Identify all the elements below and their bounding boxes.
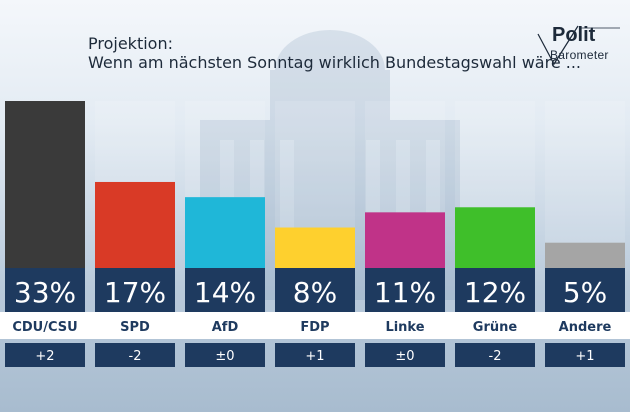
change-box-3 [275, 343, 355, 367]
politbarometer-logo: Polit Barometer [536, 24, 626, 68]
category-label-0: CDU/CSU [12, 320, 77, 335]
change-box-0 [5, 343, 85, 367]
bar-5 [455, 207, 535, 268]
value-strip-1 [95, 268, 175, 312]
change-label-0: +2 [35, 349, 54, 364]
bar-6 [545, 242, 625, 268]
logo-line1: Polit [552, 24, 596, 46]
checkmark-icon [537, 25, 620, 66]
bar-4 [365, 212, 445, 268]
value-strip-0 [5, 268, 85, 312]
change-box-6 [545, 343, 625, 367]
change-label-5: -2 [489, 349, 502, 364]
chart-title: Projektion: [88, 34, 173, 53]
change-box-1 [95, 343, 175, 367]
category-label-2: AfD [212, 320, 239, 335]
party-label-band [0, 312, 630, 339]
category-label-1: SPD [120, 320, 150, 335]
change-label-2: ±0 [215, 349, 234, 364]
change-box-5 [455, 343, 535, 367]
value-strip-2 [185, 268, 265, 312]
category-label-4: Linke [385, 320, 424, 335]
category-label-3: FDP [300, 320, 329, 335]
value-strip-6 [545, 268, 625, 312]
change-label-6: +1 [575, 349, 594, 364]
change-label-1: -2 [129, 349, 142, 364]
chart-subtitle: Wenn am nächsten Sonntag wirklich Bundes… [88, 53, 581, 72]
value-strip-3 [275, 268, 355, 312]
value-label-3: 8% [293, 276, 337, 309]
category-label-5: Grüne [473, 320, 518, 335]
change-label-3: +1 [305, 349, 324, 364]
change-box-4 [365, 343, 445, 367]
logo-line2: Barometer [550, 48, 609, 62]
bar-3 [275, 227, 355, 268]
value-label-5: 12% [464, 276, 526, 309]
change-box-2 [185, 343, 265, 367]
chart-header: Projektion: Wenn am nächsten Sonntag wir… [88, 34, 581, 72]
value-label-1: 17% [104, 276, 166, 309]
change-label-4: ±0 [395, 349, 414, 364]
value-label-2: 14% [194, 276, 256, 309]
value-strip-4 [365, 268, 445, 312]
category-label-6: Andere [559, 320, 612, 335]
value-label-0: 33% [14, 276, 76, 309]
value-strip-5 [455, 268, 535, 312]
bar-2 [185, 197, 265, 268]
bar-0 [5, 101, 85, 268]
value-label-6: 5% [563, 276, 607, 309]
bar-column-bg [545, 101, 625, 268]
value-label-4: 11% [374, 276, 436, 309]
bar-1 [95, 181, 175, 268]
